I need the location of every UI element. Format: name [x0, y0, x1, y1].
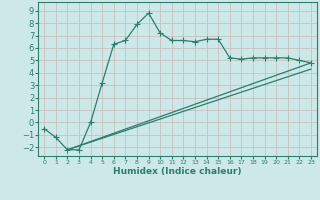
X-axis label: Humidex (Indice chaleur): Humidex (Indice chaleur) — [113, 167, 242, 176]
